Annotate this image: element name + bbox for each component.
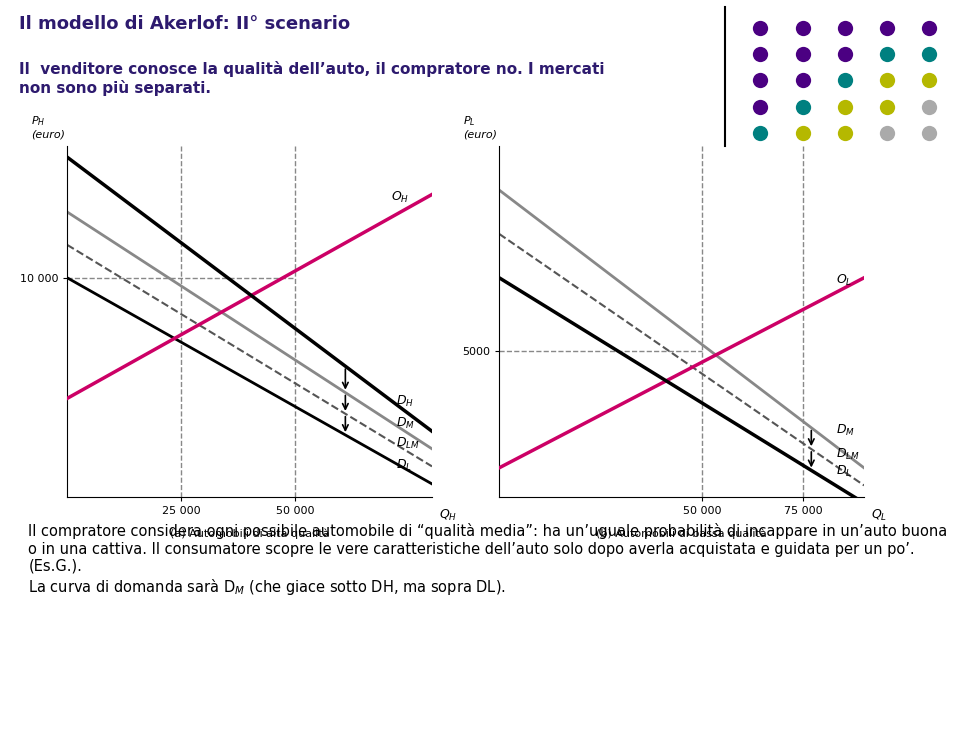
Text: $D_M$: $D_M$ [396,416,415,431]
Text: $Q_H$: $Q_H$ [440,507,458,523]
Text: $D_L$: $D_L$ [835,464,852,479]
Text: $O_L$: $O_L$ [835,273,852,288]
Text: $P_H$
(euro): $P_H$ (euro) [31,114,64,139]
Text: $P_L$
(euro): $P_L$ (euro) [463,114,496,139]
Text: $O_H$: $O_H$ [391,190,409,205]
Text: $D_M$: $D_M$ [835,423,854,438]
Text: Il modello di Akerlof: II° scenario: Il modello di Akerlof: II° scenario [19,15,350,33]
Text: $Q_L$: $Q_L$ [872,507,887,523]
Text: $D_{LM}$: $D_{LM}$ [835,447,859,461]
Text: $D_L$: $D_L$ [396,458,412,473]
Text: (a) Automobili di alta qualità: (a) Automobili di alta qualità [170,529,329,539]
Text: Il  venditore conosce la qualità dell’auto, il compratore no. I mercati
non sono: Il venditore conosce la qualità dell’aut… [19,61,605,96]
Text: $D_H$: $D_H$ [396,394,414,409]
Text: (b) Automobili di bassa qualità: (b) Automobili di bassa qualità [596,529,767,539]
Text: $D_{LM}$: $D_{LM}$ [396,436,420,451]
Text: Il compratore considera ogni possibile automobile di “qualità media”: ha un’ugua: Il compratore considera ogni possibile a… [29,523,948,597]
